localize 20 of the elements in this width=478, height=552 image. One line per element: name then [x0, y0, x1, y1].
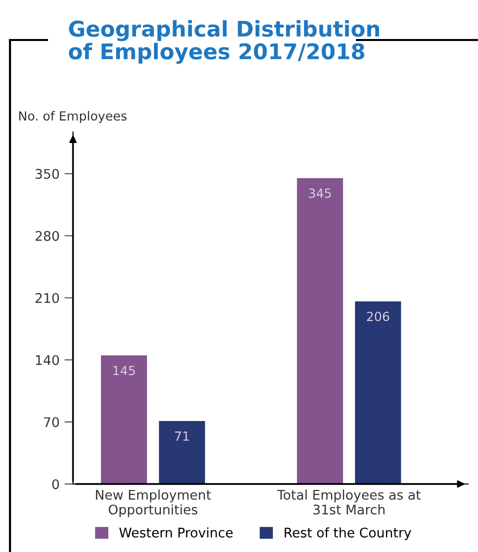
- data-label: 345: [309, 188, 331, 198]
- bar: [158, 421, 206, 484]
- x-tick-label: Total Employees as at 31st March: [277, 490, 421, 515]
- data-label: 71: [175, 432, 189, 441]
- chart-title: Geographical Distribution of Employees 2017/2018: [68, 20, 380, 64]
- y-tick-label: 70: [44, 417, 59, 428]
- y-tick-label: 210: [36, 293, 59, 304]
- y-tick-label: 140: [36, 355, 59, 366]
- bar: [100, 355, 147, 484]
- data-label: 206: [367, 312, 390, 322]
- y-axis-title: No. of Employees: [19, 110, 127, 124]
- y-tick-label: 0: [52, 479, 59, 490]
- bar: [354, 301, 402, 484]
- bar: [296, 178, 344, 484]
- legend-label: Rest of the Country: [284, 527, 412, 540]
- data-label: 145: [113, 366, 135, 376]
- y-tick-label: 350: [36, 168, 59, 179]
- y-tick-label: 280: [36, 230, 59, 241]
- legend-label: Western Province: [119, 527, 233, 538]
- x-tick-label: New Employment Opportunities: [96, 490, 211, 518]
